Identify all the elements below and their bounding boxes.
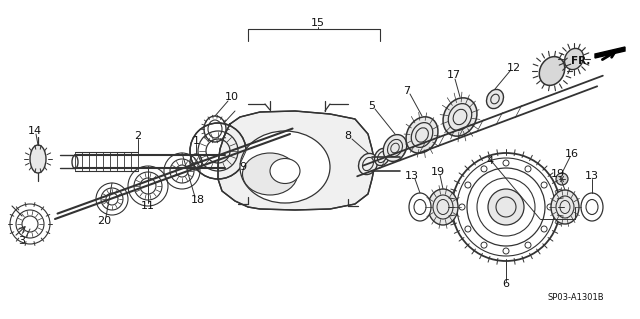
Text: 13: 13 (405, 171, 419, 181)
Text: 5: 5 (369, 101, 376, 111)
Text: 18: 18 (191, 195, 205, 205)
Text: 14: 14 (28, 126, 42, 136)
Ellipse shape (540, 56, 564, 85)
Text: 1: 1 (193, 136, 200, 146)
Ellipse shape (30, 145, 46, 173)
Ellipse shape (406, 117, 438, 153)
Text: 10: 10 (225, 92, 239, 102)
Text: 9: 9 (239, 162, 246, 172)
Ellipse shape (551, 190, 579, 224)
Text: 17: 17 (447, 70, 461, 80)
Text: FR.: FR. (571, 56, 590, 66)
Circle shape (556, 173, 568, 185)
Text: SP03-A1301B: SP03-A1301B (548, 293, 605, 301)
Ellipse shape (240, 131, 330, 203)
Text: 13: 13 (585, 171, 599, 181)
Ellipse shape (409, 193, 431, 221)
Text: 19: 19 (431, 167, 445, 177)
Ellipse shape (581, 193, 603, 221)
Text: 19: 19 (551, 169, 565, 179)
Circle shape (243, 156, 273, 186)
Text: 15: 15 (311, 18, 325, 28)
Text: 8: 8 (344, 131, 351, 141)
Text: 16: 16 (565, 149, 579, 159)
Ellipse shape (443, 98, 477, 136)
Ellipse shape (374, 148, 390, 166)
Ellipse shape (428, 189, 458, 225)
Text: 12: 12 (507, 63, 521, 73)
Text: 4: 4 (486, 156, 493, 166)
Polygon shape (218, 111, 375, 210)
Text: 2: 2 (134, 131, 141, 141)
Text: 3: 3 (19, 236, 26, 246)
Text: 11: 11 (141, 201, 155, 211)
Ellipse shape (564, 48, 584, 70)
Text: 20: 20 (97, 216, 111, 226)
Ellipse shape (383, 135, 407, 161)
Polygon shape (595, 47, 625, 58)
Text: 7: 7 (403, 86, 411, 96)
Ellipse shape (358, 153, 378, 174)
Ellipse shape (243, 153, 298, 195)
Text: 6: 6 (502, 279, 509, 289)
Circle shape (488, 189, 524, 225)
Ellipse shape (270, 159, 300, 183)
Ellipse shape (486, 89, 504, 108)
